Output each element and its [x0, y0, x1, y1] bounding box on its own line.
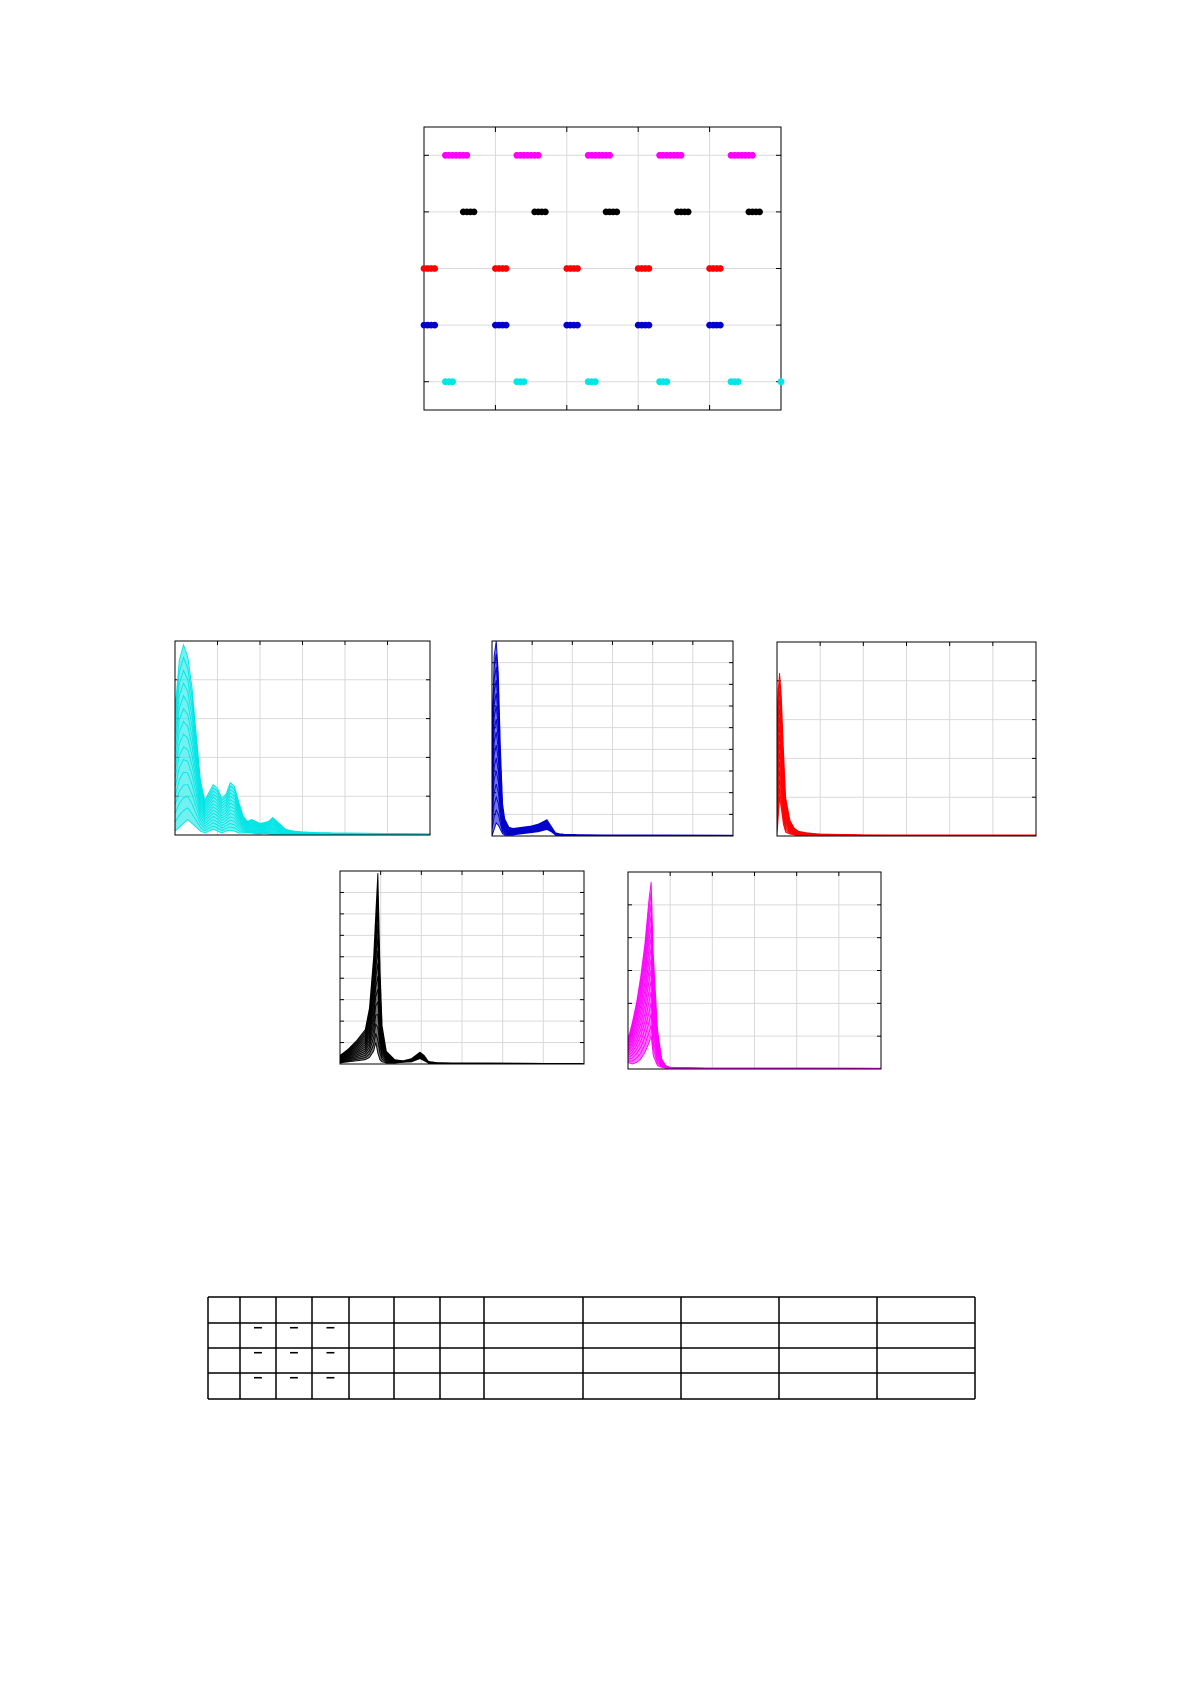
series-line	[627, 881, 882, 1069]
chart-frame	[339, 870, 585, 1065]
scatter-point	[777, 378, 785, 386]
scatter-point	[463, 151, 471, 159]
scatter-point	[663, 378, 671, 386]
chart-frame	[627, 871, 882, 1070]
table-cell-text: –	[326, 1319, 335, 1336]
scatter-point	[756, 208, 763, 216]
red-line-chart	[776, 641, 1037, 837]
table-cell-text: –	[326, 1344, 335, 1361]
scatter-point	[613, 208, 621, 216]
scatter-point	[734, 378, 742, 386]
blue-line-chart	[491, 640, 734, 837]
scatter-point	[606, 151, 614, 159]
scatter-point	[591, 378, 599, 386]
results-table: – – – – – – – – –	[207, 1296, 976, 1400]
table-cell-text: –	[290, 1369, 299, 1386]
series-envelope	[340, 873, 584, 1064]
scatter-point	[749, 151, 756, 159]
scatter-point	[502, 265, 510, 272]
chart-frame	[776, 641, 1037, 837]
scatter-point	[677, 151, 685, 159]
table-cell-text: –	[254, 1319, 263, 1336]
scatter-point	[645, 321, 653, 329]
scatter-point	[645, 265, 653, 272]
chart-frame	[491, 640, 734, 837]
scatter-point	[431, 321, 439, 329]
scatter-point	[684, 208, 692, 216]
scatter-point	[541, 208, 549, 216]
black-line-chart	[339, 870, 585, 1065]
table-cell-text: –	[254, 1369, 263, 1386]
scatter-point	[716, 265, 724, 272]
chart-frame	[174, 640, 431, 836]
cyan-line-chart	[174, 640, 431, 836]
scatter-point	[502, 321, 510, 329]
scatter-point	[716, 321, 724, 329]
scatter-point	[574, 265, 581, 272]
series-line	[776, 673, 1037, 836]
scatter-point	[520, 378, 528, 386]
table-cell-text: –	[290, 1319, 299, 1336]
scatter-point	[574, 321, 581, 329]
scatter-point	[470, 208, 478, 216]
series-line	[174, 643, 431, 835]
scatter-chart	[420, 126, 785, 411]
scatter-point	[534, 151, 542, 159]
table-cell-text: –	[290, 1344, 299, 1361]
magenta-line-chart	[627, 871, 882, 1070]
series-line	[339, 873, 585, 1065]
scatter-point	[431, 265, 439, 272]
series-line	[491, 640, 734, 836]
scatter-point	[449, 378, 456, 386]
table-cell-text: –	[254, 1344, 263, 1361]
table-cell-text: –	[326, 1369, 335, 1386]
